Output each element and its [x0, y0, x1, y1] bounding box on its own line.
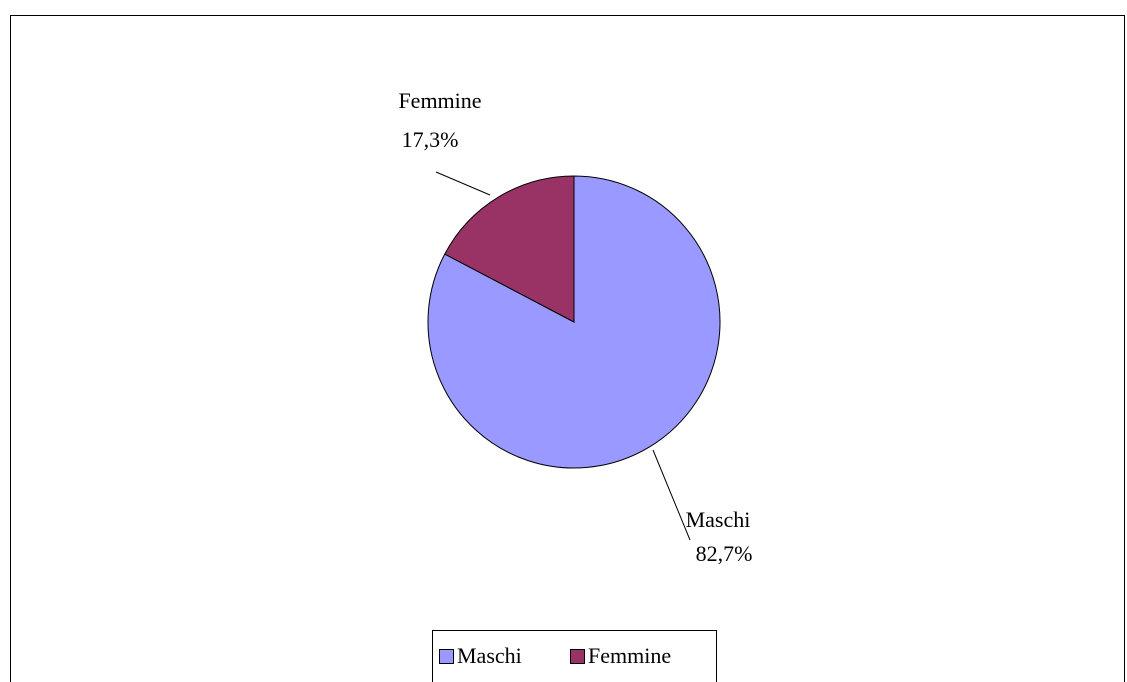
legend-label: Femmine	[588, 643, 671, 668]
pie-slice	[444, 175, 575, 323]
leader-line	[435, 171, 491, 196]
chart-frame	[10, 15, 1125, 682]
legend-swatch	[439, 649, 454, 664]
slice-label: Femmine	[398, 88, 481, 113]
legend-label: Maschi	[457, 643, 522, 668]
data-label: 82,7%	[696, 541, 753, 566]
leader-line	[652, 449, 691, 541]
legend-swatch	[570, 649, 585, 664]
data-label: 17,3%	[402, 127, 459, 152]
slice-label: Maschi	[686, 507, 751, 532]
